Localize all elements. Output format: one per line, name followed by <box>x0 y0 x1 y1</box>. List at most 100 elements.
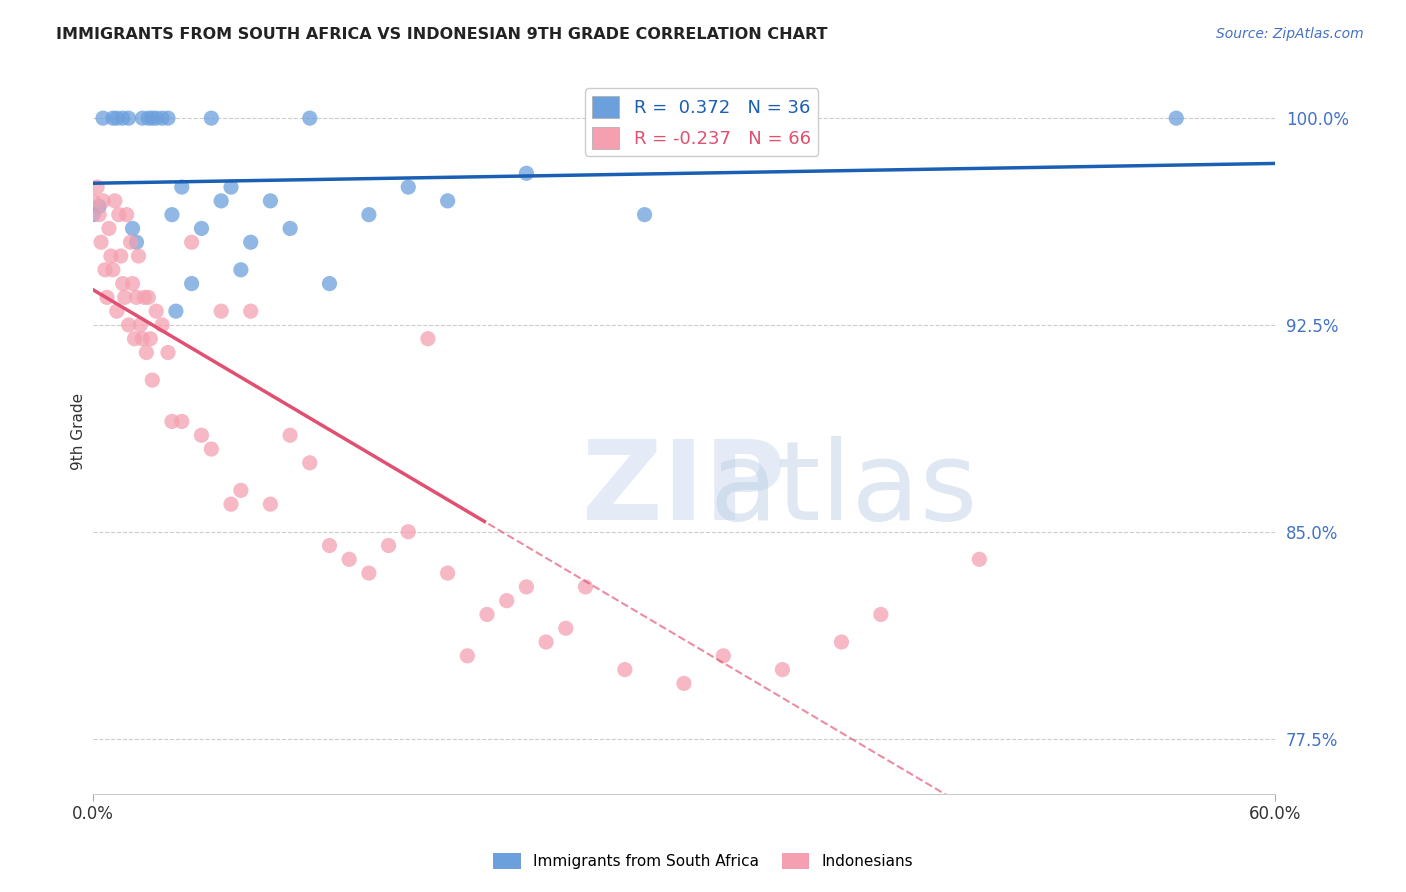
Point <box>139 332 162 346</box>
Point <box>141 111 163 125</box>
Y-axis label: 9th Grade: 9th Grade <box>72 392 86 470</box>
Point <box>209 304 232 318</box>
Point <box>87 208 110 222</box>
Point <box>770 663 793 677</box>
Point <box>229 262 252 277</box>
Point <box>495 593 517 607</box>
Point <box>239 304 262 318</box>
Point <box>298 456 321 470</box>
Legend: R =  0.372   N = 36, R = -0.237   N = 66: R = 0.372 N = 36, R = -0.237 N = 66 <box>585 88 818 156</box>
Point <box>436 566 458 580</box>
Point <box>91 194 114 208</box>
Point <box>180 235 202 250</box>
Point <box>475 607 498 622</box>
Point <box>219 497 242 511</box>
Point <box>117 318 139 332</box>
Point <box>115 208 138 222</box>
Point <box>515 166 537 180</box>
Point <box>436 194 458 208</box>
Point <box>134 290 156 304</box>
Point <box>259 497 281 511</box>
Point <box>111 111 134 125</box>
Text: IMMIGRANTS FROM SOUTH AFRICA VS INDONESIAN 9TH GRADE CORRELATION CHART: IMMIGRANTS FROM SOUTH AFRICA VS INDONESI… <box>56 27 828 42</box>
Point <box>82 208 104 222</box>
Text: Source: ZipAtlas.com: Source: ZipAtlas.com <box>1216 27 1364 41</box>
Point <box>416 332 439 346</box>
Point <box>190 221 212 235</box>
Legend: Immigrants from South Africa, Indonesians: Immigrants from South Africa, Indonesian… <box>486 847 920 875</box>
Point <box>87 199 110 213</box>
Point <box>82 194 104 208</box>
Point <box>534 635 557 649</box>
Point <box>200 111 222 125</box>
Point <box>170 180 193 194</box>
Point <box>165 304 187 318</box>
Point <box>86 180 108 194</box>
Point <box>105 304 128 318</box>
Point <box>100 249 122 263</box>
Point <box>190 428 212 442</box>
Point <box>298 111 321 125</box>
Point <box>125 235 148 250</box>
Text: ZIP: ZIP <box>582 435 786 542</box>
Point <box>456 648 478 663</box>
Point <box>117 111 139 125</box>
Point <box>337 552 360 566</box>
Point <box>127 249 149 263</box>
Point <box>160 414 183 428</box>
Point <box>613 663 636 677</box>
Point <box>396 524 419 539</box>
Point <box>1166 111 1188 125</box>
Point <box>136 111 159 125</box>
Point <box>357 208 380 222</box>
Point <box>357 566 380 580</box>
Point <box>219 180 242 194</box>
Point <box>278 221 301 235</box>
Point <box>209 194 232 208</box>
Point <box>200 442 222 456</box>
Point <box>145 111 167 125</box>
Point <box>711 648 734 663</box>
Point <box>91 111 114 125</box>
Point <box>830 635 852 649</box>
Point <box>170 414 193 428</box>
Point <box>239 235 262 250</box>
Point <box>131 332 153 346</box>
Point <box>136 290 159 304</box>
Point <box>160 208 183 222</box>
Point <box>574 580 596 594</box>
Point <box>229 483 252 498</box>
Point <box>870 607 893 622</box>
Point <box>101 111 124 125</box>
Point <box>101 262 124 277</box>
Point <box>969 552 991 566</box>
Point <box>121 221 143 235</box>
Point <box>156 111 179 125</box>
Point <box>633 208 655 222</box>
Point <box>259 194 281 208</box>
Point <box>377 539 399 553</box>
Point <box>131 111 153 125</box>
Point <box>120 235 142 250</box>
Point <box>156 345 179 359</box>
Point <box>135 345 157 359</box>
Point <box>180 277 202 291</box>
Point <box>672 676 695 690</box>
Point <box>96 290 118 304</box>
Point <box>105 111 128 125</box>
Point <box>129 318 152 332</box>
Point <box>114 290 136 304</box>
Point <box>278 428 301 442</box>
Point <box>554 621 576 635</box>
Point <box>111 277 134 291</box>
Point <box>141 373 163 387</box>
Point <box>94 262 117 277</box>
Point <box>104 194 127 208</box>
Point <box>150 318 173 332</box>
Point <box>107 208 129 222</box>
Point <box>121 277 143 291</box>
Point <box>318 277 340 291</box>
Point <box>97 221 120 235</box>
Point <box>124 332 146 346</box>
Point <box>318 539 340 553</box>
